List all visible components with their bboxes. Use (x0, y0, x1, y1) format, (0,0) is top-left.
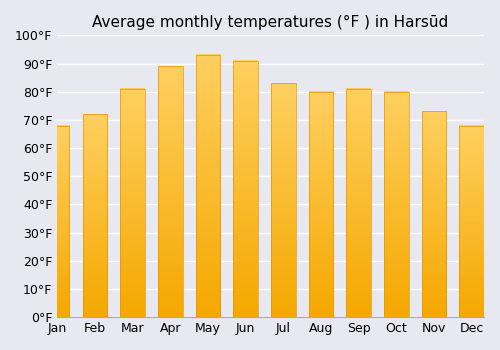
Bar (308, 92, 333, 317)
Bar (422, 111, 446, 317)
Bar (460, 126, 484, 317)
Bar (271, 83, 295, 317)
Bar (82, 114, 107, 317)
Bar (346, 89, 371, 317)
Bar (384, 92, 408, 317)
Bar (120, 89, 145, 317)
Bar (196, 55, 220, 317)
Title: Average monthly temperatures (°F ) in Harsūd: Average monthly temperatures (°F ) in Ha… (92, 15, 448, 30)
Bar (158, 66, 182, 317)
Bar (45, 126, 70, 317)
Bar (234, 61, 258, 317)
